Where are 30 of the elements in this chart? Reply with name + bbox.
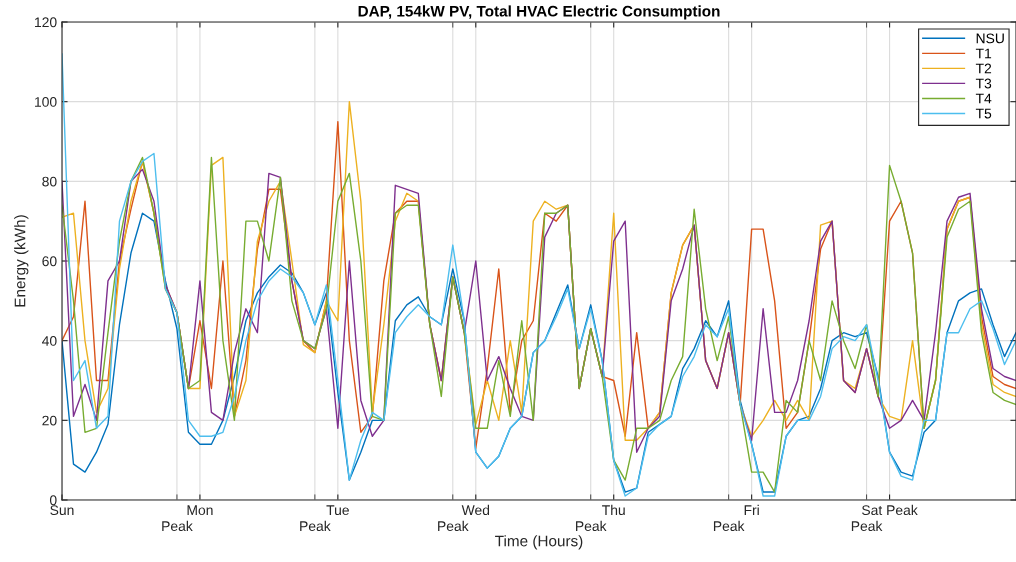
x-tick-label: Peak [162, 520, 193, 532]
legend-label: T1 [975, 48, 992, 59]
y-tick-label: 80 [42, 176, 57, 187]
y-tick-label: 60 [42, 256, 57, 267]
x-tick-label: Mon [187, 505, 213, 516]
legend-label: NSU [976, 33, 1004, 44]
y-tick-label: 120 [35, 17, 57, 28]
y-tick-label: 0 [49, 495, 57, 506]
x-tick-label: Peak [713, 520, 745, 532]
x-tick-label: Thu [602, 504, 625, 516]
y-tick-label: 100 [35, 97, 57, 107]
x-axis-title: Time (Hours) [495, 535, 583, 550]
x-tick-label: Peak [300, 520, 331, 532]
legend-label: T2 [975, 63, 992, 74]
y-axis-title: Energy (kWh) [14, 215, 29, 307]
x-tick-label: Peak [576, 520, 607, 532]
legend-label: T3 [975, 78, 992, 89]
x-tick-label: Fri [744, 504, 759, 515]
legend-label: T4 [975, 93, 992, 104]
y-tick-label: 20 [42, 415, 57, 426]
chart-title: DAP, 154kW PV, Total HVAC Electric Consumption [358, 5, 720, 20]
x-tick-label: Peak [851, 520, 883, 532]
x-tick-label: Wed [461, 504, 490, 516]
y-tick-label: 40 [42, 336, 57, 346]
x-tick-label: Sat Peak [862, 504, 918, 516]
x-tick-label: Sun [50, 505, 74, 516]
x-tick-label: Peak [438, 520, 469, 532]
x-tick-label: Tue [326, 505, 349, 516]
line-series [62, 156, 1016, 493]
legend-label: T5 [975, 108, 992, 119]
